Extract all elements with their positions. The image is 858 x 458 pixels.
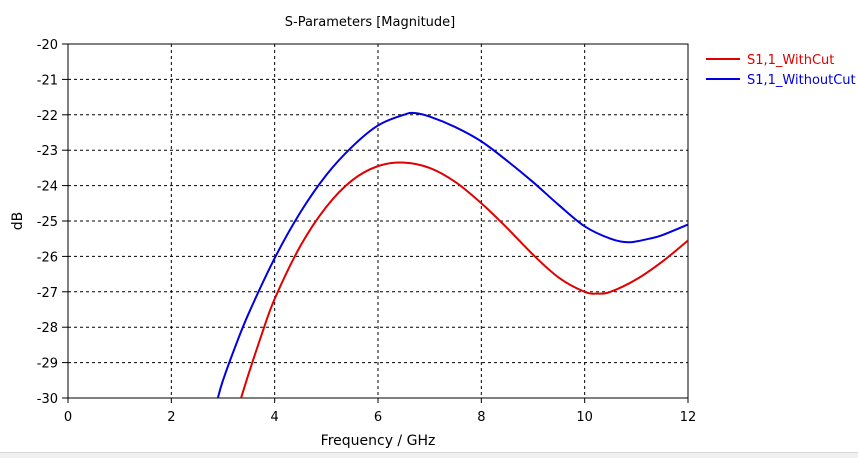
series-line-s1-1-withcut: [240, 161, 688, 398]
y-axis-title: dB: [10, 212, 26, 231]
legend: S1,1_WithCut S1,1_WithoutCut: [706, 53, 856, 88]
bottom-edge-bar: [0, 452, 858, 458]
y-tick-label: -26: [37, 250, 58, 265]
x-tick-label: 6: [374, 410, 382, 425]
x-tick-label: 4: [271, 410, 279, 425]
legend-label-s1-1-withcut: S1,1_WithCut: [747, 53, 834, 68]
y-tick-label: -24: [37, 180, 58, 195]
x-tick-label: 2: [167, 410, 175, 425]
legend-label-s1-1-withoutcut: S1,1_WithoutCut: [747, 73, 856, 88]
x-tick-label: 12: [680, 410, 697, 425]
y-tick-label: -22: [37, 109, 58, 124]
x-tick-label: 10: [576, 410, 593, 425]
y-tick-label: -30: [37, 392, 58, 407]
y-tick-label: -21: [37, 73, 58, 88]
x-tick-label: 8: [477, 410, 485, 425]
axis-ticks: 0 2 4 6 8 10 12 -30 -29 -28 -27 -26 -25 -24 -23 -22 -21 -…: [37, 38, 697, 425]
series-lines: [216, 111, 688, 398]
x-tick-label: 0: [64, 410, 72, 425]
y-tick-label: -28: [37, 321, 58, 336]
series-line-s1-1-withoutcut: [216, 111, 688, 398]
y-tick-label: -25: [37, 215, 58, 230]
x-axis-title: Frequency / GHz: [321, 433, 436, 449]
grid: [68, 44, 688, 398]
y-tick-label: -23: [37, 144, 58, 159]
chart-title: S-Parameters [Magnitude]: [285, 15, 456, 30]
y-tick-label: -27: [37, 286, 58, 301]
y-tick-label: -29: [37, 357, 58, 372]
y-tick-label: -20: [37, 38, 58, 53]
